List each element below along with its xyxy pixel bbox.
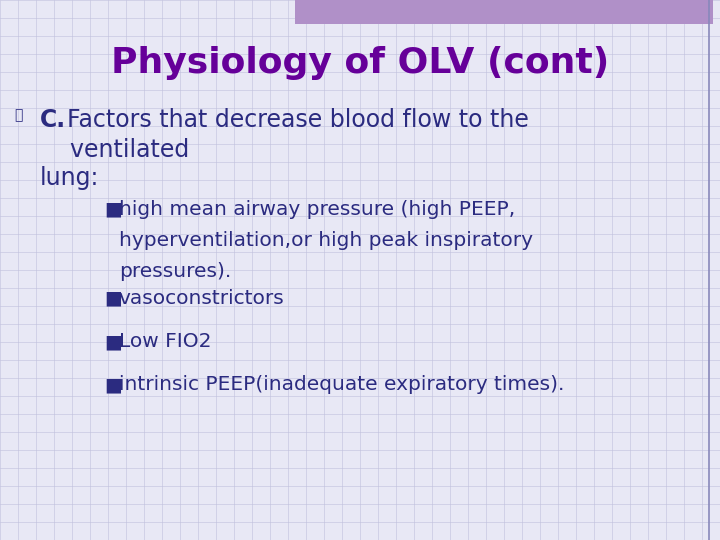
Text: hyperventilation,or high peak inspiratory: hyperventilation,or high peak inspirator…: [119, 231, 533, 250]
Text: C.: C.: [40, 108, 66, 132]
Text: Factors that decrease blood flow to the: Factors that decrease blood flow to the: [67, 108, 528, 132]
Text: intrinsic PEEP(inadequate expiratory times).: intrinsic PEEP(inadequate expiratory tim…: [119, 375, 564, 394]
Text: Physiology of OLV (cont): Physiology of OLV (cont): [111, 46, 609, 80]
Text: ventilated: ventilated: [40, 138, 189, 161]
Text: ■: ■: [104, 289, 122, 308]
Text: pressures).: pressures).: [119, 262, 231, 281]
Text: ⯇: ⯇: [14, 108, 23, 122]
Bar: [295, 0, 713, 24]
Text: high mean airway pressure (high PEEP,: high mean airway pressure (high PEEP,: [119, 200, 515, 219]
Text: vasoconstrictors: vasoconstrictors: [119, 289, 284, 308]
Text: Low FIO2: Low FIO2: [119, 332, 211, 351]
Text: ■: ■: [104, 332, 122, 351]
Text: ■: ■: [104, 200, 122, 219]
Text: lung:: lung:: [40, 166, 99, 190]
Text: ■: ■: [104, 375, 122, 394]
